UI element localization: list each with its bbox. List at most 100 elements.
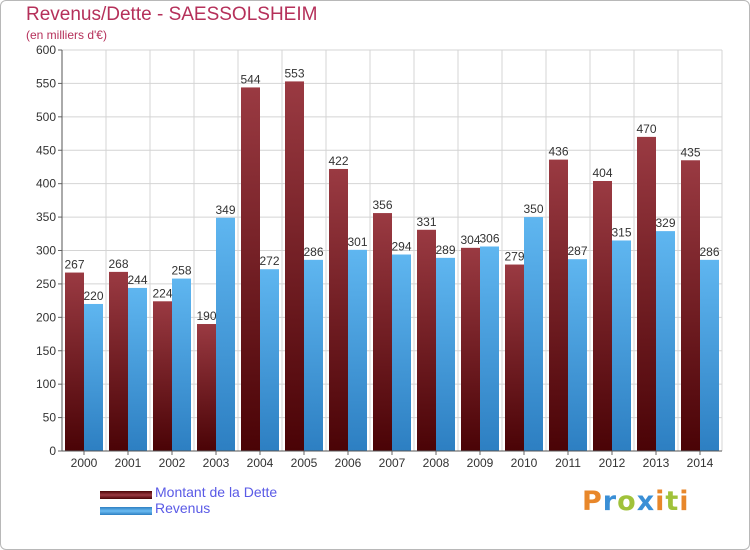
data-label-revenus: 350 [523, 202, 543, 216]
data-label-dette: 331 [416, 215, 436, 229]
data-label-dette: 279 [504, 250, 524, 264]
y-tick-label: 150 [36, 344, 56, 358]
bar-revenus [172, 278, 191, 451]
bar-revenus [128, 287, 147, 451]
data-label-revenus: 306 [479, 231, 499, 245]
legend-swatch-revenus [100, 507, 152, 515]
bar-dette [417, 229, 436, 451]
bar-dette [637, 136, 656, 451]
data-label-dette: 268 [108, 257, 128, 271]
data-label-revenus: 287 [567, 244, 587, 258]
bar-dette [329, 168, 348, 452]
data-label-revenus: 329 [655, 216, 675, 230]
x-tick-label: 2013 [643, 456, 670, 470]
chart-title: Revenus/Dette - SAESSOLSHEIM [26, 4, 318, 25]
data-label-revenus: 244 [127, 273, 147, 287]
data-label-dette: 435 [680, 145, 700, 159]
data-label-dette: 356 [372, 198, 392, 212]
bar-revenus [392, 254, 411, 451]
x-tick-label: 2004 [247, 456, 274, 470]
data-labels: 267 220 268 244 224 258 190 349 544 272 553 286 422 3… [64, 66, 719, 323]
logo-letter: i [655, 486, 666, 517]
y-tick-label: 200 [36, 310, 56, 324]
bar-revenus [700, 259, 719, 451]
logo-letter: P [582, 486, 603, 517]
data-label-dette: 404 [592, 166, 612, 180]
bar-revenus [524, 217, 543, 451]
bar-dette [549, 159, 568, 451]
bar-dette [109, 271, 128, 451]
x-tick-label: 2000 [71, 456, 98, 470]
bar-dette [373, 213, 392, 451]
x-tick-label: 2006 [335, 456, 362, 470]
bar-dette [65, 272, 84, 451]
x-tick-label: 2012 [599, 456, 626, 470]
y-tick-label: 500 [36, 110, 56, 124]
x-tick-label: 2010 [511, 456, 538, 470]
bar-revenus [260, 269, 279, 451]
data-label-revenus: 272 [259, 254, 279, 268]
logo-letter: o [617, 486, 637, 517]
bar-revenus [612, 240, 631, 451]
bar-dette [153, 301, 172, 451]
bar-dette [241, 87, 260, 451]
legend-swatch-dette [100, 491, 152, 499]
legend-label-revenus: Revenus [155, 500, 211, 516]
legend-label-dette: Montant de la Dette [155, 484, 278, 500]
bar-revenus [436, 257, 455, 451]
x-tick-label: 2009 [467, 456, 494, 470]
bar-revenus [84, 303, 103, 451]
x-tick-label: 2002 [159, 456, 186, 470]
bar-dette [593, 180, 612, 451]
data-label-dette: 436 [548, 145, 568, 159]
logo-letter: t [665, 486, 680, 517]
bar-revenus [348, 249, 367, 451]
data-label-dette: 470 [636, 122, 656, 136]
bar-dette [505, 264, 524, 451]
x-tick-label: 2014 [687, 456, 714, 470]
y-tick-label: 350 [36, 210, 56, 224]
logo-letter: r [602, 486, 618, 517]
bar-revenus [480, 246, 499, 451]
x-tick-label: 2007 [379, 456, 406, 470]
data-label-revenus: 315 [611, 225, 631, 239]
data-label-dette: 544 [240, 72, 260, 86]
bar-dette [461, 247, 480, 451]
data-label-revenus: 301 [347, 235, 367, 249]
data-label-dette: 304 [460, 233, 480, 247]
x-tick-label: 2008 [423, 456, 450, 470]
bar-revenus [304, 259, 323, 451]
data-label-revenus: 289 [435, 243, 455, 257]
y-tick-label: 50 [43, 411, 57, 425]
data-label-dette: 553 [284, 66, 304, 80]
y-tick-label: 100 [36, 377, 56, 391]
bar-revenus [216, 217, 235, 451]
y-tick-label: 300 [36, 244, 56, 258]
data-label-dette: 190 [196, 309, 216, 323]
y-tick-label: 250 [36, 277, 56, 291]
bar-dette [681, 160, 700, 451]
bar-dette [197, 324, 216, 451]
y-tick-label: 0 [49, 444, 56, 458]
chart-subtitle: (en milliers d'€) [26, 28, 107, 42]
bar-dette [285, 81, 304, 451]
y-tick-label: 600 [36, 43, 56, 57]
data-label-revenus: 349 [215, 203, 235, 217]
x-tick-label: 2003 [203, 456, 230, 470]
bar-revenus [568, 259, 587, 451]
data-label-dette: 267 [64, 258, 84, 272]
bar-revenus [656, 231, 675, 451]
data-label-revenus: 258 [171, 264, 191, 278]
data-label-dette: 422 [328, 154, 348, 168]
logo-letter: i [679, 486, 690, 517]
data-label-revenus: 286 [699, 245, 719, 259]
x-tick-label: 2005 [291, 456, 318, 470]
data-label-dette: 224 [152, 286, 172, 300]
x-tick-label: 2011 [555, 456, 581, 470]
y-tick-label: 550 [36, 76, 56, 90]
y-tick-label: 400 [36, 177, 56, 191]
axes: 0 50 100 150 200 250 300 350 400 450 500 550 600 2000… [36, 43, 722, 470]
logo-letter: x [636, 486, 656, 517]
x-tick-label: 2001 [115, 456, 142, 470]
